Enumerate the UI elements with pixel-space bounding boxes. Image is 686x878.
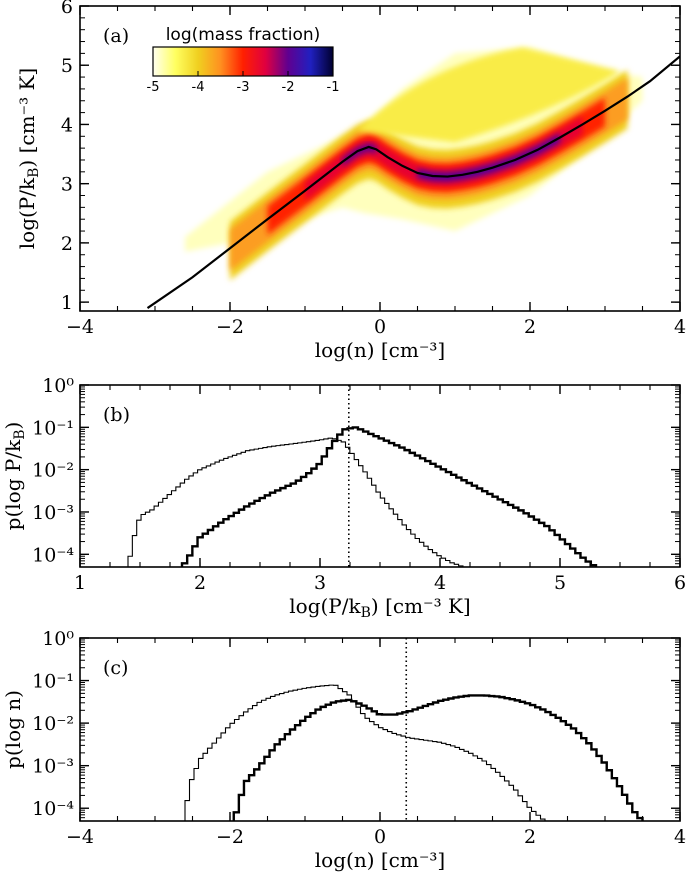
plot-frame-c xyxy=(79,637,681,822)
x-axis-label-b: log(P/kB) [cm⁻³ K] xyxy=(289,594,470,621)
x-tick-label-b: 5 xyxy=(554,572,566,594)
y-tick-label-c: 10⁻² xyxy=(32,713,74,735)
y-tick-label-a: 2 xyxy=(61,233,73,255)
y-tick-label-a: 5 xyxy=(61,55,73,77)
x-tick-label-c: −4 xyxy=(66,826,94,848)
y-tick-label-c: 10⁻¹ xyxy=(32,671,74,693)
heatmap-area xyxy=(146,47,680,309)
panel-label-b: (b) xyxy=(103,404,130,426)
colorbar-tick-label: -4 xyxy=(192,80,205,95)
x-tick-label-a: −4 xyxy=(66,316,94,338)
x-tick-label-b: 3 xyxy=(314,572,326,594)
colorbar-tick-label: -3 xyxy=(237,80,250,95)
y-tick-label-a: 3 xyxy=(61,174,73,196)
histogram-thick-c xyxy=(232,694,644,821)
y-tick-label-b: 10⁻¹ xyxy=(32,417,74,439)
y-tick-label-b: 10⁻² xyxy=(32,460,74,482)
y-tick-label-c: 10⁰ xyxy=(42,628,74,650)
x-tick-label-b: 2 xyxy=(194,572,206,594)
y-tick-label-b: 10⁻⁴ xyxy=(32,544,74,566)
y-tick-label-b: 10⁰ xyxy=(42,375,74,397)
heatmap-band-orange xyxy=(267,97,605,235)
equilibrium-curve xyxy=(146,55,680,309)
x-tick-label-b: 4 xyxy=(434,572,446,594)
heatmap-band-purple xyxy=(342,143,377,167)
colorbar-title: log(mass fraction) xyxy=(166,25,321,45)
y-axis-label-a: log(P/kB) [cm⁻³ K] xyxy=(15,68,42,249)
histogram-thin-b xyxy=(127,437,476,567)
y-tick-label-a: 6 xyxy=(61,0,73,18)
x-tick-label-a: 2 xyxy=(524,316,536,338)
y-tick-label-a: 1 xyxy=(61,292,73,314)
heatmap-upper-plume xyxy=(357,47,620,143)
colorbar-tick-label: -2 xyxy=(282,80,295,95)
x-tick-label-c: −2 xyxy=(216,826,244,848)
histogram-thick-b xyxy=(180,426,598,567)
y-axis-label-b: p(log P/kB) xyxy=(1,422,28,531)
plot-frame-b xyxy=(79,384,681,568)
colorbar-tick-label: -1 xyxy=(327,80,340,95)
histogram-area-b xyxy=(127,426,598,567)
histogram-area-c xyxy=(184,684,644,821)
x-tick-label-c: 2 xyxy=(524,826,536,848)
histogram-thin-c xyxy=(184,684,546,821)
y-tick-label-c: 10⁻⁴ xyxy=(32,798,74,820)
x-tick-label-c: 4 xyxy=(674,826,686,848)
panel-label-a: (a) xyxy=(103,25,129,47)
y-tick-label-b: 10⁻³ xyxy=(32,502,74,524)
x-axis-label-a: log(n) [cm⁻³] xyxy=(315,338,445,362)
x-tick-label-b: 1 xyxy=(74,572,86,594)
panel-label-c: (c) xyxy=(103,657,128,679)
x-tick-label-b: 6 xyxy=(674,572,686,594)
y-tick-label-a: 4 xyxy=(61,114,73,136)
x-tick-label-a: 0 xyxy=(374,316,386,338)
x-tick-label-c: 0 xyxy=(374,826,386,848)
y-axis-label-c: p(log n) xyxy=(1,690,25,769)
x-axis-label-c: log(n) [cm⁻³] xyxy=(315,848,445,872)
y-tick-label-c: 10⁻³ xyxy=(32,756,74,778)
colorbar-tick-label: -5 xyxy=(147,80,160,95)
x-tick-label-a: −2 xyxy=(216,316,244,338)
x-tick-label-a: 4 xyxy=(674,316,686,338)
